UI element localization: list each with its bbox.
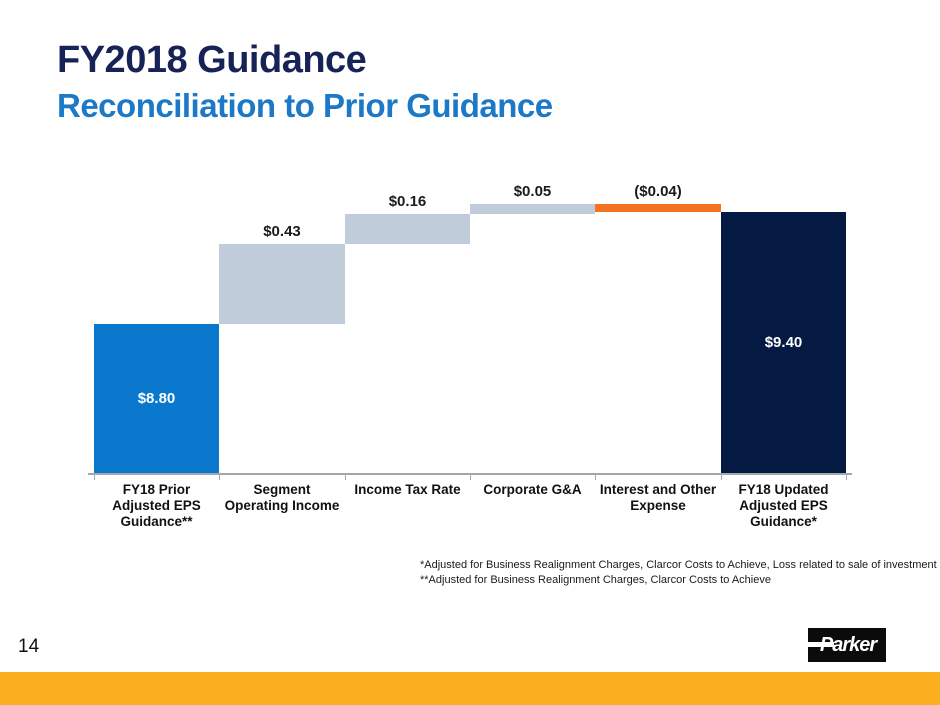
x-axis-tick	[721, 475, 722, 480]
waterfall-bar	[345, 214, 470, 244]
x-axis-tick	[219, 475, 220, 480]
x-axis-category-label: Corporate G&A	[483, 482, 582, 497]
page-number: 14	[18, 636, 40, 657]
x-axis-line	[88, 473, 852, 475]
waterfall-bar	[595, 204, 721, 212]
bar-value-label: ($0.04)	[634, 183, 682, 200]
slide-title: FY2018 Guidance	[57, 39, 367, 81]
waterfall-bar	[219, 244, 345, 324]
bar-value-label: $9.40	[764, 334, 803, 351]
bar-value-label: $8.80	[137, 390, 176, 407]
x-axis-tick	[470, 475, 471, 480]
x-axis-tick	[846, 475, 847, 480]
footnote-line-1: *Adjusted for Business Realignment Charg…	[420, 559, 937, 571]
bar-value-label: $0.05	[513, 183, 552, 200]
x-axis-category-label: Segment Operating Income	[224, 482, 340, 513]
chart-footnotes: *Adjusted for Business Realignment Charg…	[420, 558, 937, 587]
x-axis-category-label: Interest and Other Expense	[599, 482, 717, 513]
parker-logo-text: Parker	[819, 633, 877, 656]
x-axis-category-label: FY18 Prior Adjusted EPS Guidance**	[112, 482, 201, 529]
parker-logo: Parker	[794, 628, 886, 662]
x-axis-tick	[595, 475, 596, 480]
bar-value-label: $0.16	[388, 193, 427, 210]
parker-logo-dash-icon	[794, 642, 834, 647]
footer-accent-bar	[0, 672, 940, 705]
bar-value-label: $0.43	[263, 223, 301, 240]
x-axis-tick	[345, 475, 346, 480]
x-axis-category-label: Income Tax Rate	[354, 482, 461, 497]
waterfall-bar	[470, 204, 595, 214]
footnote-line-2: **Adjusted for Business Realignment Char…	[420, 573, 771, 586]
x-axis-tick	[94, 475, 95, 480]
waterfall-bar	[94, 324, 219, 473]
slide-subtitle: Reconciliation to Prior Guidance	[57, 87, 553, 124]
waterfall-bar	[721, 212, 846, 473]
x-axis-category-label: FY18 Updated Adjusted EPS Guidance*	[738, 482, 829, 529]
